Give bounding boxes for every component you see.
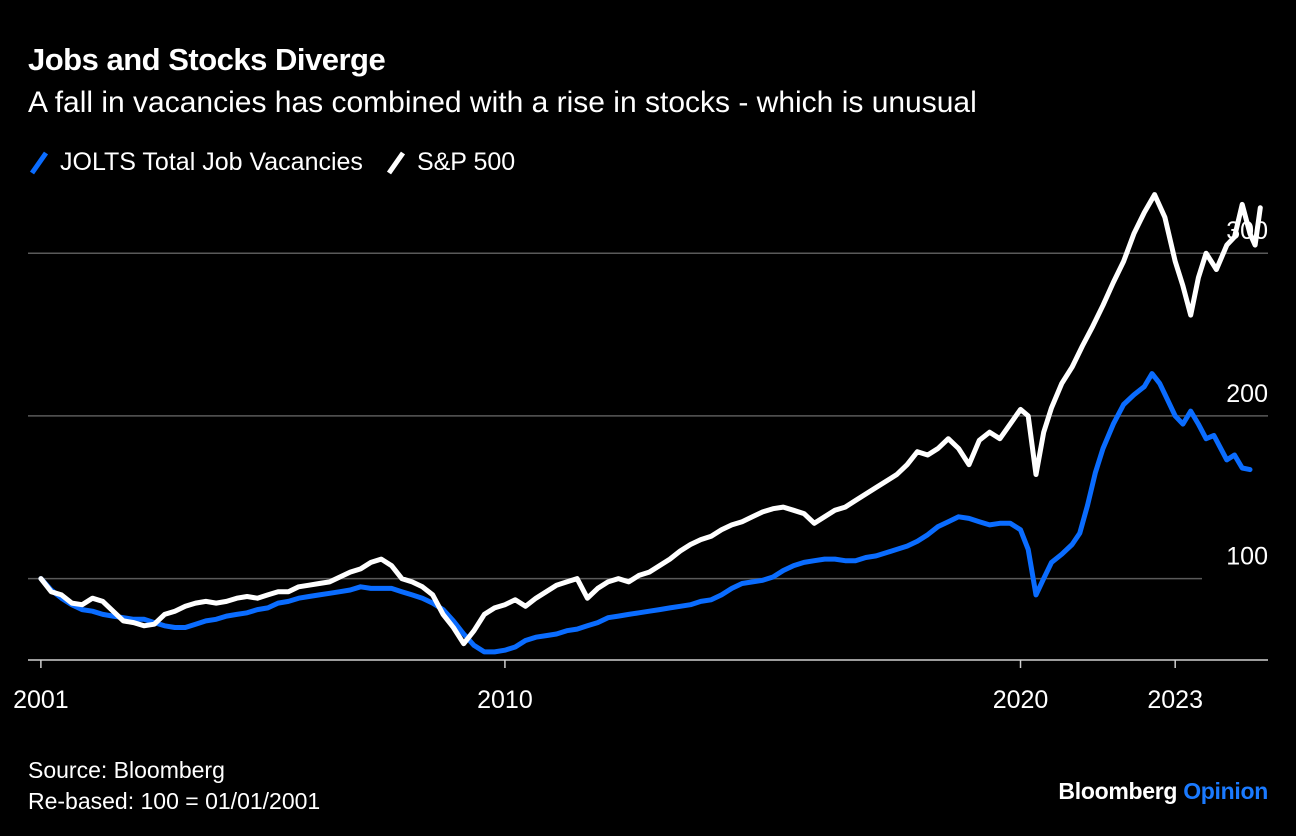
- x-tick-label-2001: 2001: [13, 686, 69, 714]
- series-line-sp500: [38, 192, 1263, 647]
- legend: JOLTS Total Job Vacancies S&P 500: [28, 148, 537, 177]
- x-tick-label-2020: 2020: [993, 686, 1049, 714]
- source-note: Source: Bloomberg: [28, 757, 225, 783]
- y-tick-label-100: 100: [1226, 543, 1268, 571]
- brand-accent: Opinion: [1183, 778, 1268, 804]
- legend-item-jolts: JOLTS Total Job Vacancies: [28, 148, 363, 177]
- series-line-jolts: [38, 371, 1253, 655]
- legend-swatch-jolts: [29, 151, 49, 174]
- legend-label-sp500: S&P 500: [416, 148, 516, 176]
- footer: Source: Bloomberg Re-based: 100 = 01/01/…: [28, 755, 320, 817]
- legend-item-sp500: S&P 500: [385, 148, 515, 177]
- legend-label-jolts: JOLTS Total Job Vacancies: [60, 148, 363, 176]
- chart-subtitle: A fall in vacancies has combined with a …: [28, 86, 977, 119]
- rebase-note: Re-based: 100 = 01/01/2001: [28, 788, 321, 814]
- brand-name: Bloomberg: [1058, 778, 1178, 804]
- x-tick-label-2023: 2023: [1147, 686, 1203, 714]
- legend-swatch-sp500: [386, 151, 405, 174]
- chart-title: Jobs and Stocks Diverge: [28, 42, 386, 77]
- x-tick-label-2010: 2010: [477, 686, 533, 714]
- y-tick-label-200: 200: [1226, 380, 1268, 408]
- brand-logo: Bloomberg Opinion: [1058, 778, 1268, 805]
